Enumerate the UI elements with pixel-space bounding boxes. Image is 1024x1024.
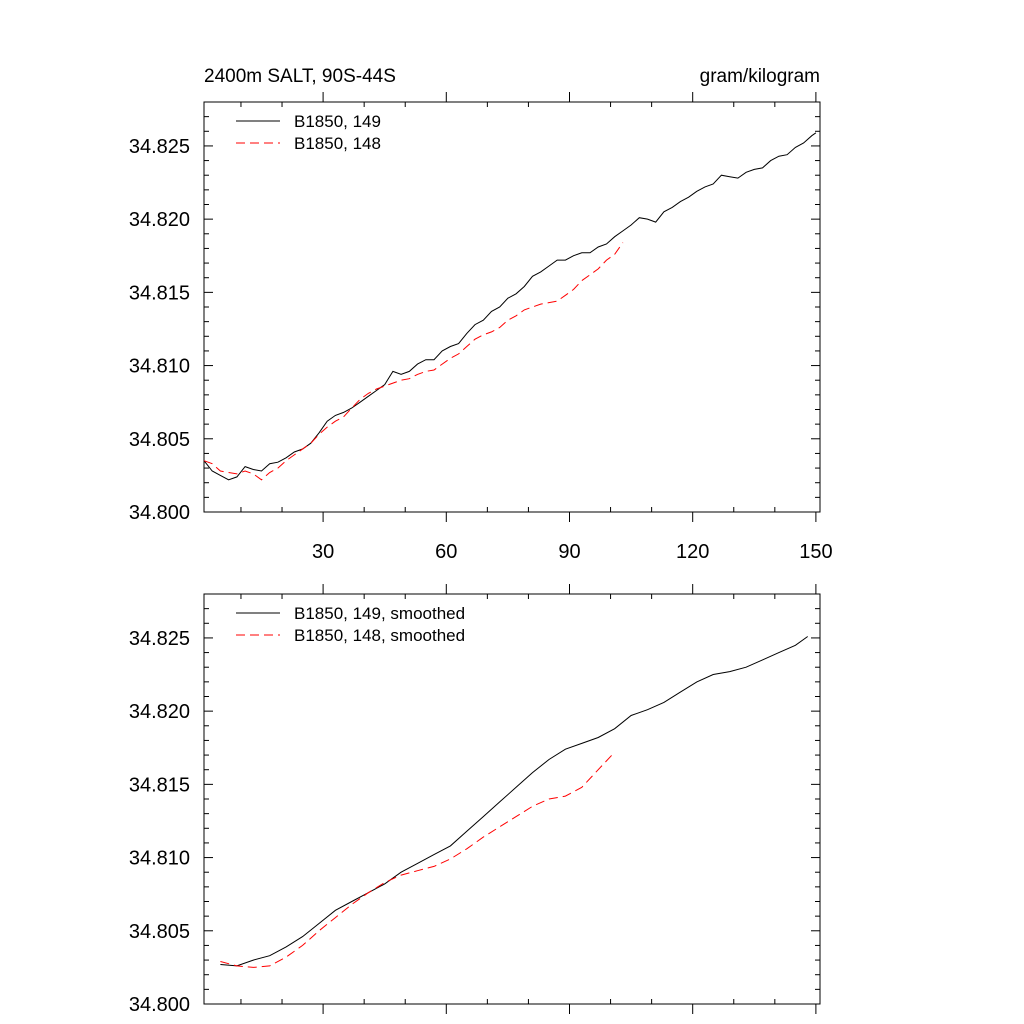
top-x-tick-label: 120 xyxy=(676,541,709,563)
bottom-series-line-149-smoothed xyxy=(220,636,808,967)
bottom-legend: B1850, 149, smoothed B1850, 148, smoothe… xyxy=(236,604,465,645)
top-axes: 34.800 34.805 34.810 34.815 34.820 34.825 30 60… xyxy=(129,92,833,563)
bottom-legend-label-149: B1850, 149, smoothed xyxy=(294,604,465,623)
bottom-y-tick-label: 34.810 xyxy=(129,848,190,870)
top-y-tick-label: 34.815 xyxy=(129,282,190,304)
bottom-axes: 34.800 34.805 34.810 34.815 34.820 34.825 xyxy=(129,584,820,1016)
top-panel-title: 2400m SALT, 90S-44S xyxy=(204,66,396,87)
bottom-y-tick-label: 34.800 xyxy=(129,994,190,1016)
top-y-tick-label: 34.805 xyxy=(129,429,190,451)
top-y-tick-label: 34.825 xyxy=(129,136,190,158)
top-panel: 2400m SALT, 90S-44S gram/kilogram 34.800… xyxy=(129,66,833,563)
bottom-data-lines xyxy=(220,636,808,968)
top-data-lines xyxy=(203,132,817,481)
top-series-line-148 xyxy=(203,242,624,481)
bottom-y-tick-label: 34.820 xyxy=(129,701,190,723)
top-x-tick-label: 30 xyxy=(312,541,334,563)
top-y-tick-label: 34.820 xyxy=(129,209,190,231)
bottom-panel: 34.800 34.805 34.810 34.815 34.820 34.825 B18… xyxy=(129,584,821,1016)
bottom-series-line-148-smoothed xyxy=(220,751,616,968)
top-x-tick-label: 60 xyxy=(435,541,457,563)
top-legend-label-149: B1850, 149 xyxy=(294,112,381,131)
bottom-y-tick-label: 34.825 xyxy=(129,628,190,650)
top-x-tick-label: 90 xyxy=(558,541,580,563)
top-x-tick-label: 150 xyxy=(799,541,832,563)
bottom-legend-label-148: B1850, 148, smoothed xyxy=(294,626,465,645)
top-y-tick-label: 34.810 xyxy=(129,356,190,378)
top-legend-label-148: B1850, 148 xyxy=(294,134,381,153)
top-panel-units: gram/kilogram xyxy=(700,66,820,87)
top-legend: B1850, 149 B1850, 148 xyxy=(236,112,381,153)
top-y-tick-label: 34.800 xyxy=(129,502,190,524)
bottom-y-tick-label: 34.805 xyxy=(129,921,190,943)
bottom-y-tick-label: 34.815 xyxy=(129,774,190,796)
